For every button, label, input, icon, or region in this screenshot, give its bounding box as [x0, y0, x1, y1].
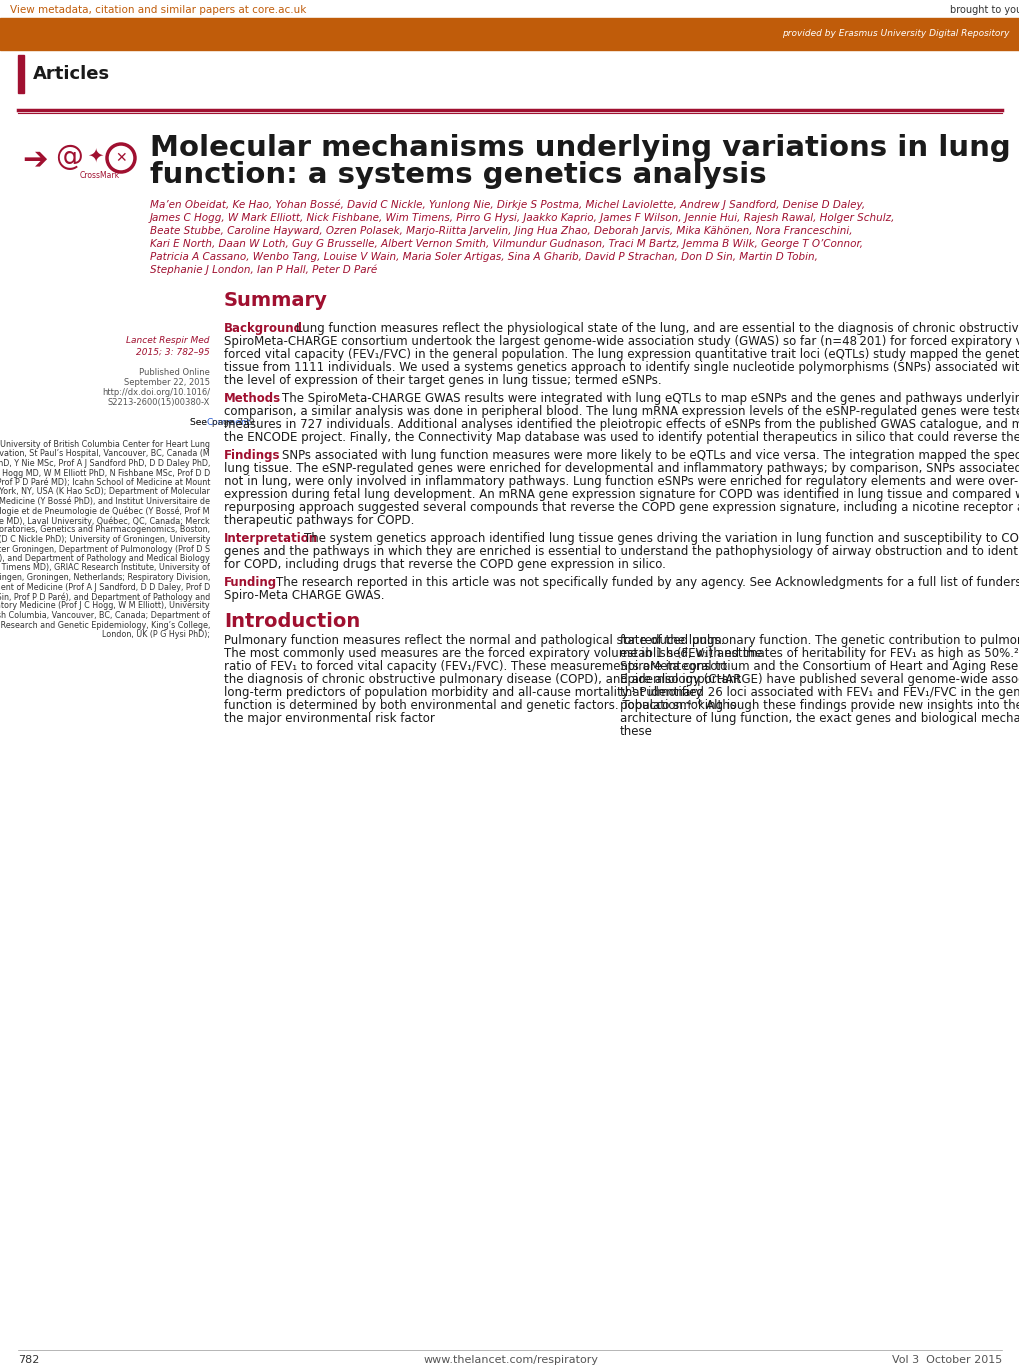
Text: Introduction: Introduction: [224, 612, 360, 631]
Text: ✕: ✕: [115, 151, 126, 166]
Text: Background: Background: [224, 322, 303, 335]
Text: long-term predictors of population morbidity and all-cause mortality.¹ Pulmonary: long-term predictors of population morbi…: [224, 686, 702, 700]
Text: established, with estimates of heritability for FEV₁ as high as 50%.²⁹     The: established, with estimates of heritabil…: [620, 648, 1019, 660]
Text: @: @: [55, 142, 83, 171]
Text: Medicine (Y Bossé PhD), and Institut Universitaire de: Medicine (Y Bossé PhD), and Institut Uni…: [0, 497, 210, 507]
Text: SpiroMeta consortium and the Consortium of Heart and Aging Research in Genomic: SpiroMeta consortium and the Consortium …: [620, 660, 1019, 674]
Text: of British Columbia, Vancouver, BC, Canada; Department of: of British Columbia, Vancouver, BC, Cana…: [0, 611, 210, 620]
Text: Sinai, New York, NY, USA (K Hao ScD); Department of Molecular: Sinai, New York, NY, USA (K Hao ScD); De…: [0, 487, 210, 497]
Text: September 22, 2015: September 22, 2015: [124, 378, 210, 387]
Text: lung tissue. The eSNP-regulated genes were enriched for developmental and inflam: lung tissue. The eSNP-regulated genes we…: [224, 461, 1019, 475]
Text: Methods: Methods: [224, 392, 281, 405]
Text: the ENCODE project. Finally, the Connectivity Map database was used to identify : the ENCODE project. Finally, the Connect…: [224, 431, 1019, 444]
Text: that identified 26 loci associated with FEV₁ and FEV₁/FVC in the general: that identified 26 loci associated with …: [620, 686, 1019, 700]
Text: Cardiologie et de Pneumologie de Québec (Y Bossé, Prof M: Cardiologie et de Pneumologie de Québec …: [0, 507, 210, 516]
Text: Twin Research and Genetic Epidemiology, King’s College,: Twin Research and Genetic Epidemiology, …: [0, 620, 210, 630]
Text: comparison, a similar analysis was done in peripheral blood. The lung mRNA expre: comparison, a similar analysis was done …: [224, 405, 1019, 418]
Text: population.⁴⁻⁶ Although these findings provide new insights into the genetic: population.⁴⁻⁶ Although these findings p…: [620, 700, 1019, 712]
Text: Epidemiology (CHARGE) have published several genome-wide association studies (GW: Epidemiology (CHARGE) have published sev…: [620, 674, 1019, 686]
Text: for reduced pulmonary function. The genetic contribution to pulmonary function i: for reduced pulmonary function. The gene…: [620, 634, 1019, 648]
Text: function is determined by both environmental and genetic factors. Tobacco smokin: function is determined by both environme…: [224, 700, 736, 712]
Text: ✦: ✦: [87, 146, 103, 166]
Text: www.thelancet.com/respiratory: www.thelancet.com/respiratory: [423, 1355, 598, 1365]
Text: Laviolette MD), Laval University, Québec, QC, Canada; Merck: Laviolette MD), Laval University, Québec…: [0, 516, 210, 526]
Text: University of British Columbia Center for Heart Lung: University of British Columbia Center fo…: [0, 439, 210, 449]
Text: Funding: Funding: [224, 576, 277, 589]
Text: Patricia A Cassano, Wenbo Tang, Louise V Wain, Maria Soler Artigas, Sina A Ghari: Patricia A Cassano, Wenbo Tang, Louise V…: [150, 252, 817, 261]
Text: function: a systems genetics analysis: function: a systems genetics analysis: [150, 162, 766, 189]
Text: Kari E North, Daan W Loth, Guy G Brusselle, Albert Vernon Smith, Vilmundur Gudna: Kari E North, Daan W Loth, Guy G Brussel…: [150, 240, 862, 249]
Text: SNPs associated with lung function measures were more likely to be eQTLs and vic: SNPs associated with lung function measu…: [281, 449, 1019, 461]
Text: Summary: Summary: [224, 290, 327, 309]
Bar: [0, 18, 1019, 51]
Text: Sin MD, Prof P D Paré MD); Icahn School of Medicine at Mount: Sin MD, Prof P D Paré MD); Icahn School …: [0, 478, 210, 487]
Text: Beate Stubbe, Caroline Hayward, Ozren Polasek, Marjo-Riitta Jarvelin, Jing Hua Z: Beate Stubbe, Caroline Hayward, Ozren Po…: [150, 226, 852, 235]
Text: genes and the pathways in which they are enriched is essential to understand the: genes and the pathways in which they are…: [224, 545, 1019, 559]
Text: Stephanie J London, Ian P Hall, Peter D Paré: Stephanie J London, Ian P Hall, Peter D …: [150, 264, 377, 275]
Text: S2213-2600(15)00380-X: S2213-2600(15)00380-X: [108, 398, 210, 407]
Text: The research reported in this article was not specifically funded by any agency.: The research reported in this article wa…: [276, 576, 1019, 589]
Text: Articles: Articles: [33, 64, 110, 84]
Text: Pulmonary function measures reflect the normal and pathological state of the lun: Pulmonary function measures reflect the …: [224, 634, 723, 648]
Text: View metadata, citation and similar papers at core.ac.uk: View metadata, citation and similar pape…: [10, 5, 306, 15]
Text: Obeidat PhD, Y Nie MSc, Prof A J Sandford PhD, D D Daley PhD,: Obeidat PhD, Y Nie MSc, Prof A J Sandfor…: [0, 459, 210, 468]
Text: not in lung, were only involved in inflammatory pathways. Lung function eSNPs we: not in lung, were only involved in infla…: [224, 475, 1019, 487]
Text: 2015; 3: 782–95: 2015; 3: 782–95: [137, 348, 210, 357]
Text: Spiro-Meta CHARGE GWAS.: Spiro-Meta CHARGE GWAS.: [224, 589, 384, 602]
Text: Postma MD), and Department of Pathology and Medical Biology: Postma MD), and Department of Pathology …: [0, 554, 210, 563]
Text: Department of Medicine (Prof A J Sandford, D D Daley, Prof D: Department of Medicine (Prof A J Sandfor…: [0, 582, 210, 591]
Text: repurposing approach suggested several compounds that reverse the COPD gene expr: repurposing approach suggested several c…: [224, 501, 1019, 513]
Text: London, UK (P G Hysi PhD);: London, UK (P G Hysi PhD);: [102, 630, 210, 639]
Text: the level of expression of their target genes in lung tissue; termed eSNPs.: the level of expression of their target …: [224, 374, 661, 387]
Text: Innovation, St Paul’s Hospital, Vancouver, BC, Canada (M: Innovation, St Paul’s Hospital, Vancouve…: [0, 449, 210, 459]
Text: SpiroMeta-CHARGE consortium undertook the largest genome-wide association study : SpiroMeta-CHARGE consortium undertook th…: [224, 335, 1019, 348]
Text: 782: 782: [18, 1355, 40, 1365]
Text: Published Online: Published Online: [139, 368, 210, 376]
Text: MA, USA (D C Nickle PhD); University of Groningen, University: MA, USA (D C Nickle PhD); University of …: [0, 535, 210, 543]
Text: See: See: [190, 418, 210, 427]
Text: Lung function measures reflect the physiological state of the lung, and are esse: Lung function measures reflect the physi…: [296, 322, 1019, 335]
Text: See: See: [190, 418, 210, 427]
Text: ➔: ➔: [22, 145, 48, 174]
Text: Ma’en Obeidat, Ke Hao, Yohan Bossé, David C Nickle, Yunlong Nie, Dirkje S Postma: Ma’en Obeidat, Ke Hao, Yohan Bossé, Davi…: [150, 200, 864, 211]
Text: Research Laboratories, Genetics and Pharmacogenomics, Boston,: Research Laboratories, Genetics and Phar…: [0, 526, 210, 534]
Text: The most commonly used measures are the forced expiratory volume in 1 s (FEV₁) a: The most commonly used measures are the …: [224, 648, 761, 660]
Text: these: these: [620, 726, 652, 738]
Text: Findings: Findings: [224, 449, 280, 461]
Text: Molecular mechanisms underlying variations in lung: Molecular mechanisms underlying variatio…: [150, 134, 1010, 162]
Text: ratio of FEV₁ to forced vital capacity (FEV₁/FVC). These measurements are integr: ratio of FEV₁ to forced vital capacity (…: [224, 660, 727, 674]
Text: The SpiroMeta-CHARGE GWAS results were integrated with lung eQTLs to map eSNPs a: The SpiroMeta-CHARGE GWAS results were i…: [281, 392, 1019, 405]
Text: for COPD, including drugs that reverse the COPD gene expression in silico.: for COPD, including drugs that reverse t…: [224, 559, 665, 571]
Text: expression during fetal lung development. An mRNA gene expression signature for : expression during fetal lung development…: [224, 487, 1019, 501]
Text: D Sin, Prof P D Paré), and Department of Pathology and: D Sin, Prof P D Paré), and Department of…: [0, 591, 210, 601]
Text: Laboratory Medicine (Prof J C Hogg, W M Elliott), University: Laboratory Medicine (Prof J C Hogg, W M …: [0, 601, 210, 611]
Text: Comment: Comment: [207, 418, 251, 427]
Text: therapeutic pathways for COPD.: therapeutic pathways for COPD.: [224, 513, 414, 527]
Text: page 739: page 739: [209, 418, 255, 427]
Text: provided by Erasmus University Digital Repository: provided by Erasmus University Digital R…: [782, 30, 1009, 38]
Text: measures in 727 individuals. Additional analyses identified the pleiotropic effe: measures in 727 individuals. Additional …: [224, 418, 1019, 431]
Text: the major environmental risk factor: the major environmental risk factor: [224, 712, 434, 726]
Text: tissue from 1111 individuals. We used a systems genetics approach to identify si: tissue from 1111 individuals. We used a …: [224, 361, 1019, 374]
Text: architecture of lung function, the exact genes and biological mechanisms underly: architecture of lung function, the exact…: [620, 712, 1019, 726]
Bar: [18, 55, 24, 93]
Text: the diagnosis of chronic obstructive pulmonary disease (COPD), and are also impo: the diagnosis of chronic obstructive pul…: [224, 674, 740, 686]
Text: Prof J C Hogg MD, W M Elliott PhD, N Fishbane MSc, Prof D D: Prof J C Hogg MD, W M Elliott PhD, N Fis…: [0, 468, 210, 478]
Text: Interpretation: Interpretation: [224, 533, 318, 545]
Text: (Prof W Timens MD), GRIAC Research Institute, University of: (Prof W Timens MD), GRIAC Research Insti…: [0, 564, 210, 572]
Text: The system genetics approach identified lung tissue genes driving the variation : The system genetics approach identified …: [304, 533, 1019, 545]
Text: brought to you by  CORE: brought to you by CORE: [949, 5, 1019, 15]
Text: forced vital capacity (FEV₁/FVC) in the general population. The lung expression : forced vital capacity (FEV₁/FVC) in the …: [224, 348, 1019, 361]
Text: Medical Center Groningen, Department of Pulmonology (Prof D S: Medical Center Groningen, Department of …: [0, 545, 210, 553]
Text: Groningen, Groningen, Netherlands; Respiratory Division,: Groningen, Groningen, Netherlands; Respi…: [0, 574, 210, 582]
Text: Vol 3  October 2015: Vol 3 October 2015: [891, 1355, 1001, 1365]
Text: Lancet Respir Med: Lancet Respir Med: [126, 335, 210, 345]
Text: CrossMark: CrossMark: [79, 171, 120, 181]
Text: http://dx.doi.org/10.1016/: http://dx.doi.org/10.1016/: [102, 387, 210, 397]
Text: James C Hogg, W Mark Elliott, Nick Fishbane, Wim Timens, Pirro G Hysi, Jaakko Ka: James C Hogg, W Mark Elliott, Nick Fishb…: [150, 214, 895, 223]
